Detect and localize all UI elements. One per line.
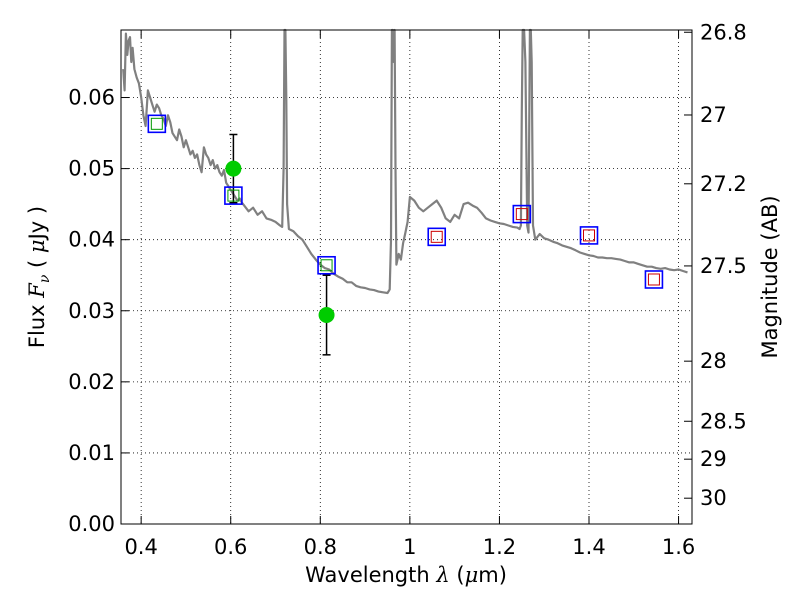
model-photometry-inner-square <box>515 208 528 221</box>
errorbars <box>229 133 331 356</box>
ticks <box>121 30 692 525</box>
model-photometry-inner-square <box>227 189 240 202</box>
x-tick-label: 0.8 <box>304 535 337 559</box>
y-tick-labels: 0.00 0.01 0.02 0.03 0.04 0.05 0.06 <box>68 86 115 536</box>
y-tick-label: 0.04 <box>68 228 115 252</box>
model-photometry-square <box>317 255 336 275</box>
observed-point <box>318 307 335 324</box>
y2-tick-label: 28.5 <box>700 409 747 433</box>
y-tick-label: 0.00 <box>68 512 115 536</box>
observed-point <box>225 160 242 177</box>
model-photometry-square <box>427 227 447 247</box>
model-photometry-inner-square <box>320 259 333 272</box>
model-photometry-inner-square <box>582 229 595 242</box>
model-photometry-square <box>512 204 532 224</box>
y2-tick-label: 28 <box>700 349 727 373</box>
model-photometry-square <box>579 226 599 245</box>
x-tick-label: 0.4 <box>124 535 157 559</box>
y-tick-label: 0.03 <box>68 299 115 323</box>
y-tick-label: 0.05 <box>68 157 115 181</box>
y2-axis-label: Magnitude (AB) <box>758 195 782 358</box>
model-photometry-square <box>224 186 243 205</box>
x-tick-label: 0.6 <box>214 535 247 559</box>
y-axis-label: Flux Fν ( μJy ) <box>25 206 53 348</box>
y-tick-label: 0.06 <box>68 86 115 110</box>
y2-tick-label: 30 <box>700 486 727 510</box>
model-photometry-points <box>147 114 664 289</box>
x-tick-label: 1.4 <box>572 535 605 559</box>
y2-tick-label: 29 <box>700 447 727 471</box>
y2-tick-label: 27 <box>700 103 727 127</box>
y2-tick-label: 27.2 <box>700 172 747 196</box>
plot-frame <box>120 29 693 525</box>
model-spectrum <box>122 28 688 295</box>
y2-tick-labels: 26.8 27 27.2 27.5 28 28.5 29 30 <box>700 20 747 510</box>
y-tick-label: 0.02 <box>68 370 115 394</box>
model-photometry-inner-square <box>150 117 163 130</box>
y2-tick-label: 27.5 <box>700 254 747 278</box>
model-spectrum-line <box>122 28 688 295</box>
x-tick-label: 1.6 <box>662 535 695 559</box>
x-axis-label: Wavelength λ (μm) <box>305 563 507 587</box>
model-photometry-inner-square <box>647 273 660 286</box>
y-tick-label: 0.01 <box>68 441 115 465</box>
grid <box>121 30 692 524</box>
model-photometry-square <box>147 114 167 134</box>
model-photometry-square <box>644 270 664 289</box>
x-tick-label: 1 <box>403 535 416 559</box>
y2-tick-label: 26.8 <box>700 20 747 44</box>
x-tick-label: 1.2 <box>483 535 516 559</box>
x-tick-labels: 0.4 0.6 0.8 1 1.2 1.4 1.6 <box>124 535 695 559</box>
observed-points <box>225 160 335 324</box>
model-photometry-inner-square <box>430 230 443 243</box>
